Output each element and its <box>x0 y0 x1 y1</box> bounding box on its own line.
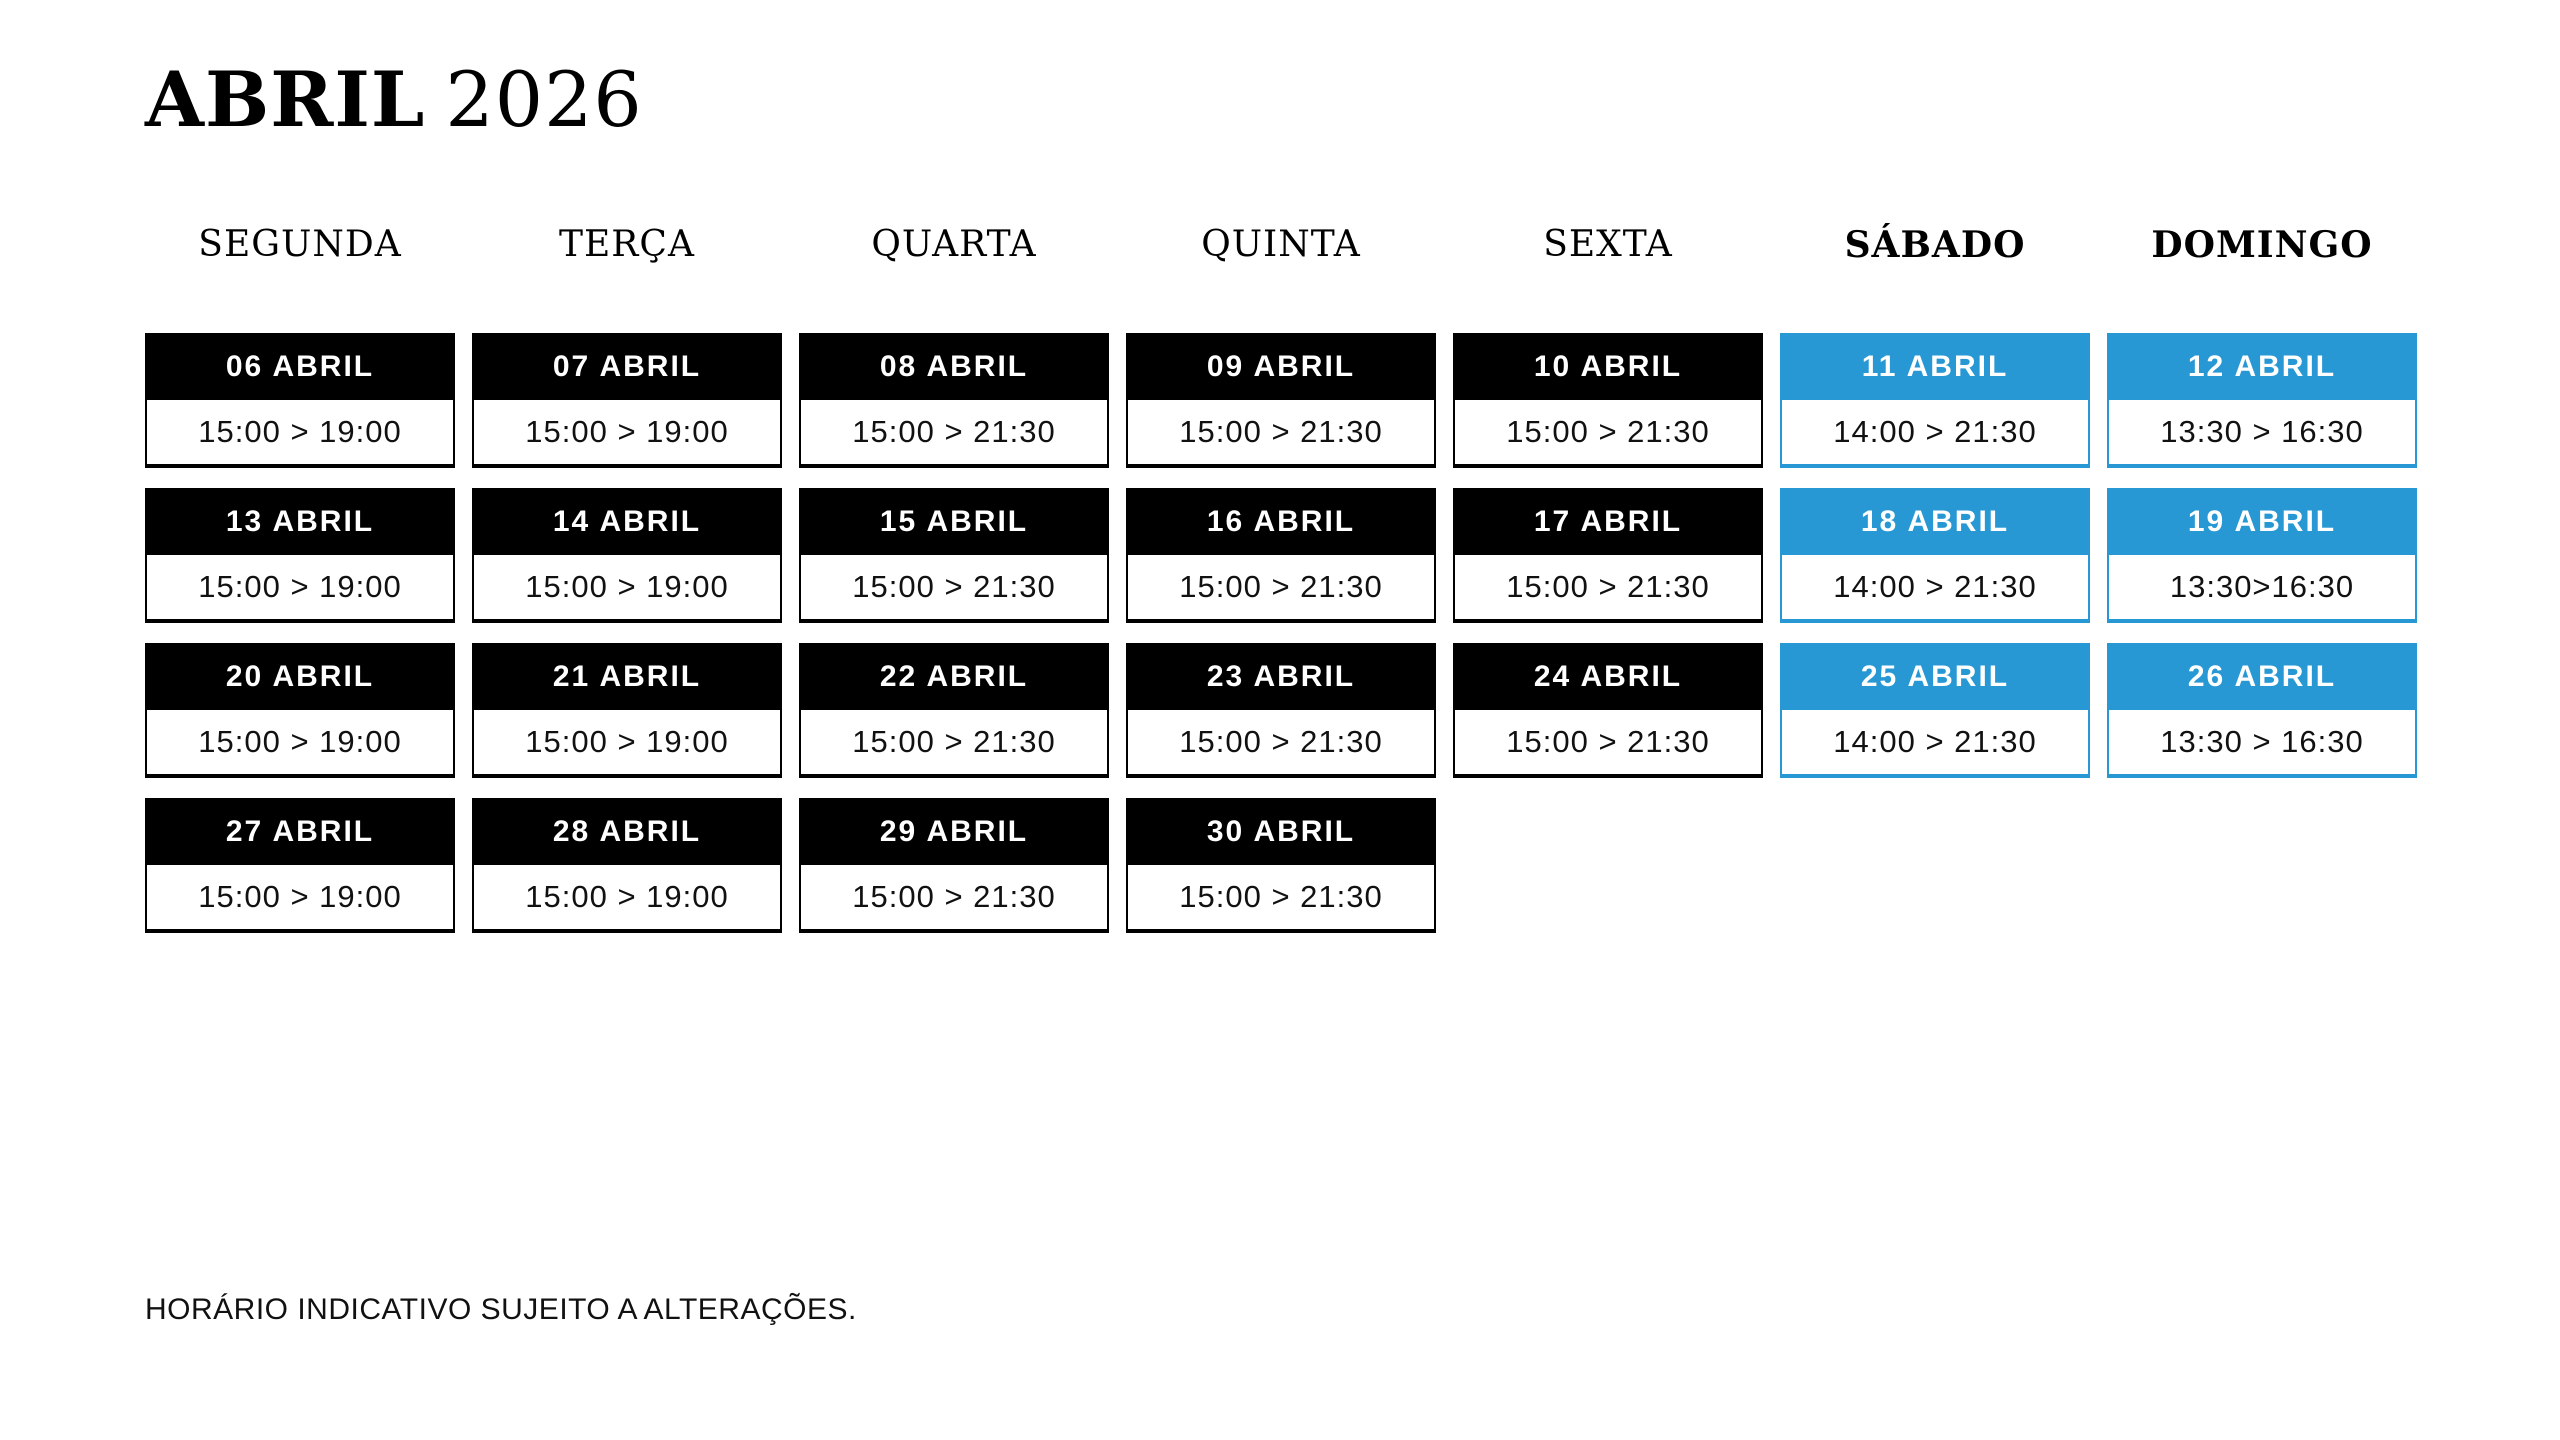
day-date: 06 ABRIL <box>145 333 455 400</box>
day-time: 15:00 > 21:30 <box>1453 400 1763 468</box>
day-time: 15:00 > 19:00 <box>145 865 455 933</box>
calendar-grid: 06 ABRIL 15:00 > 19:00 07 ABRIL 15:00 > 19:… <box>145 333 2417 933</box>
day-cell: 26 ABRIL 13:30 > 16:30 <box>2107 643 2417 778</box>
day-date: 24 ABRIL <box>1453 643 1763 710</box>
day-cell: 13 ABRIL 15:00 > 19:00 <box>145 488 455 623</box>
day-cell: 18 ABRIL 14:00 > 21:30 <box>1780 488 2090 623</box>
day-date: 18 ABRIL <box>1780 488 2090 555</box>
day-cell: 25 ABRIL 14:00 > 21:30 <box>1780 643 2090 778</box>
day-date: 07 ABRIL <box>472 333 782 400</box>
weekday-label: QUINTA <box>1201 224 1361 265</box>
day-time: 15:00 > 21:30 <box>1126 865 1436 933</box>
page-title: ABRIL 2026 <box>145 62 643 138</box>
day-time: 15:00 > 21:30 <box>799 710 1109 778</box>
day-cell: 11 ABRIL 14:00 > 21:30 <box>1780 333 2090 468</box>
weekday-label: TERÇA <box>559 224 695 265</box>
weekday-label: QUARTA <box>871 224 1037 265</box>
day-cell: 15 ABRIL 15:00 > 21:30 <box>799 488 1109 623</box>
day-time: 15:00 > 19:00 <box>472 400 782 468</box>
day-date: 21 ABRIL <box>472 643 782 710</box>
day-time: 15:00 > 19:00 <box>145 710 455 778</box>
day-date: 11 ABRIL <box>1780 333 2090 400</box>
day-date: 22 ABRIL <box>799 643 1109 710</box>
day-date: 23 ABRIL <box>1126 643 1436 710</box>
day-time: 15:00 > 21:30 <box>799 400 1109 468</box>
day-cell: 20 ABRIL 15:00 > 19:00 <box>145 643 455 778</box>
day-date: 12 ABRIL <box>2107 333 2417 400</box>
day-cell: 27 ABRIL 15:00 > 19:00 <box>145 798 455 933</box>
day-time: 15:00 > 21:30 <box>1453 555 1763 623</box>
day-date: 08 ABRIL <box>799 333 1109 400</box>
day-time: 15:00 > 19:00 <box>472 710 782 778</box>
weekday-label: SEXTA <box>1543 224 1673 265</box>
day-cell: 24 ABRIL 15:00 > 21:30 <box>1453 643 1763 778</box>
day-cell: 16 ABRIL 15:00 > 21:30 <box>1126 488 1436 623</box>
day-time: 14:00 > 21:30 <box>1780 710 2090 778</box>
day-time: 15:00 > 21:30 <box>1126 710 1436 778</box>
day-cell: 07 ABRIL 15:00 > 19:00 <box>472 333 782 468</box>
weekday-label: SEGUNDA <box>198 224 402 265</box>
day-cell: 14 ABRIL 15:00 > 19:00 <box>472 488 782 623</box>
day-cell: 23 ABRIL 15:00 > 21:30 <box>1126 643 1436 778</box>
day-cell: 10 ABRIL 15:00 > 21:30 <box>1453 333 1763 468</box>
day-cell: 28 ABRIL 15:00 > 19:00 <box>472 798 782 933</box>
day-cell: 12 ABRIL 13:30 > 16:30 <box>2107 333 2417 468</box>
day-time: 15:00 > 21:30 <box>799 865 1109 933</box>
day-time: 15:00 > 21:30 <box>1126 555 1436 623</box>
day-date: 26 ABRIL <box>2107 643 2417 710</box>
day-cell: 30 ABRIL 15:00 > 21:30 <box>1126 798 1436 933</box>
weekday-label: DOMINGO <box>2151 224 2373 266</box>
day-date: 25 ABRIL <box>1780 643 2090 710</box>
day-cell: 22 ABRIL 15:00 > 21:30 <box>799 643 1109 778</box>
day-cell: 08 ABRIL 15:00 > 21:30 <box>799 333 1109 468</box>
day-time: 14:00 > 21:30 <box>1780 555 2090 623</box>
day-date: 13 ABRIL <box>145 488 455 555</box>
day-date: 14 ABRIL <box>472 488 782 555</box>
day-date: 29 ABRIL <box>799 798 1109 865</box>
footer-note: HORÁRIO INDICATIVO SUJEITO A ALTERAÇÕES. <box>145 1293 857 1326</box>
day-date: 27 ABRIL <box>145 798 455 865</box>
day-time: 15:00 > 21:30 <box>1453 710 1763 778</box>
day-date: 19 ABRIL <box>2107 488 2417 555</box>
day-cell: 06 ABRIL 15:00 > 19:00 <box>145 333 455 468</box>
day-time: 13:30 > 16:30 <box>2107 400 2417 468</box>
day-date: 09 ABRIL <box>1126 333 1436 400</box>
day-time: 15:00 > 19:00 <box>472 865 782 933</box>
day-cell: 17 ABRIL 15:00 > 21:30 <box>1453 488 1763 623</box>
day-time: 15:00 > 21:30 <box>799 555 1109 623</box>
day-cell: 29 ABRIL 15:00 > 21:30 <box>799 798 1109 933</box>
weekday-label: SÁBADO <box>1844 224 2026 266</box>
day-time: 15:00 > 21:30 <box>1126 400 1436 468</box>
day-time: 13:30>16:30 <box>2107 555 2417 623</box>
day-date: 16 ABRIL <box>1126 488 1436 555</box>
day-cell: 21 ABRIL 15:00 > 19:00 <box>472 643 782 778</box>
title-month: ABRIL <box>145 55 426 144</box>
day-date: 28 ABRIL <box>472 798 782 865</box>
title-year: 2026 <box>445 55 643 144</box>
day-time: 15:00 > 19:00 <box>145 400 455 468</box>
day-date: 30 ABRIL <box>1126 798 1436 865</box>
day-date: 10 ABRIL <box>1453 333 1763 400</box>
day-date: 15 ABRIL <box>799 488 1109 555</box>
day-cell: 09 ABRIL 15:00 > 21:30 <box>1126 333 1436 468</box>
day-time: 15:00 > 19:00 <box>472 555 782 623</box>
weekday-header-row: SEGUNDA TERÇA QUARTA QUINTA SEXTA SÁBADO DOMIN… <box>145 224 2417 266</box>
day-time: 15:00 > 19:00 <box>145 555 455 623</box>
day-cell: 19 ABRIL 13:30>16:30 <box>2107 488 2417 623</box>
day-time: 14:00 > 21:30 <box>1780 400 2090 468</box>
day-date: 20 ABRIL <box>145 643 455 710</box>
day-date: 17 ABRIL <box>1453 488 1763 555</box>
day-time: 13:30 > 16:30 <box>2107 710 2417 778</box>
